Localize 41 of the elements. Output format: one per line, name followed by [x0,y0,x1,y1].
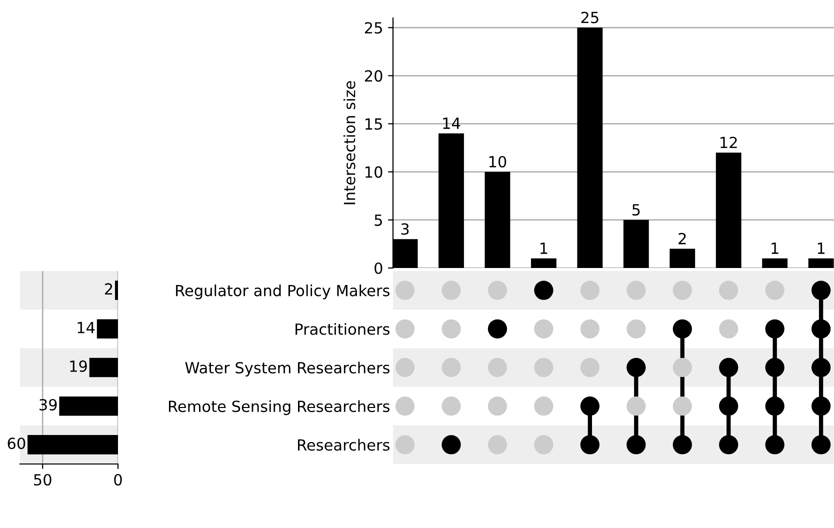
y-tick-label: 0 [374,262,382,274]
data-label: 14 [443,118,460,129]
category-label: Water System Researchers [185,362,390,376]
y-tick-label: 5 [374,214,382,226]
bar [577,28,603,268]
bar [808,258,834,268]
data-label: 25 [581,12,598,24]
data-label: 14 [78,322,95,334]
bar [762,258,788,268]
data-label: 3 [401,223,409,235]
bar [59,396,118,416]
bar [484,172,510,268]
data-label: 39 [40,398,57,411]
category-label: Regulator and Policy Makers [176,284,390,300]
category-label: Researchers [298,438,390,451]
category-label: Practitioners [296,323,390,335]
bar [438,133,464,268]
y-tick-label: 15 [366,118,382,130]
data-label: 2 [678,232,686,244]
bar [530,258,556,268]
data-label: 5 [632,204,640,216]
data-label: 1 [772,242,778,254]
data-label: 12 [720,136,737,148]
bar [716,152,742,268]
bar [623,220,649,268]
data-label: 1 [540,242,548,254]
y-axis-title: Intersection size [343,81,356,204]
bar [96,319,118,339]
bar [114,280,118,300]
data-label: 1 [818,242,825,254]
y-tick-label: 20 [364,70,382,82]
x-tick-label: 50 [34,474,52,486]
bar [670,248,696,268]
data-label: 19 [70,360,87,372]
data-label: 60 [8,438,26,450]
y-tick-label: 25 [364,22,382,34]
data-label: 10 [489,156,506,168]
category-label: Remote Sensing Researchers [168,400,390,416]
data-label: 2 [104,283,112,295]
y-tick-label: 10 [366,166,382,178]
bar [89,358,118,378]
